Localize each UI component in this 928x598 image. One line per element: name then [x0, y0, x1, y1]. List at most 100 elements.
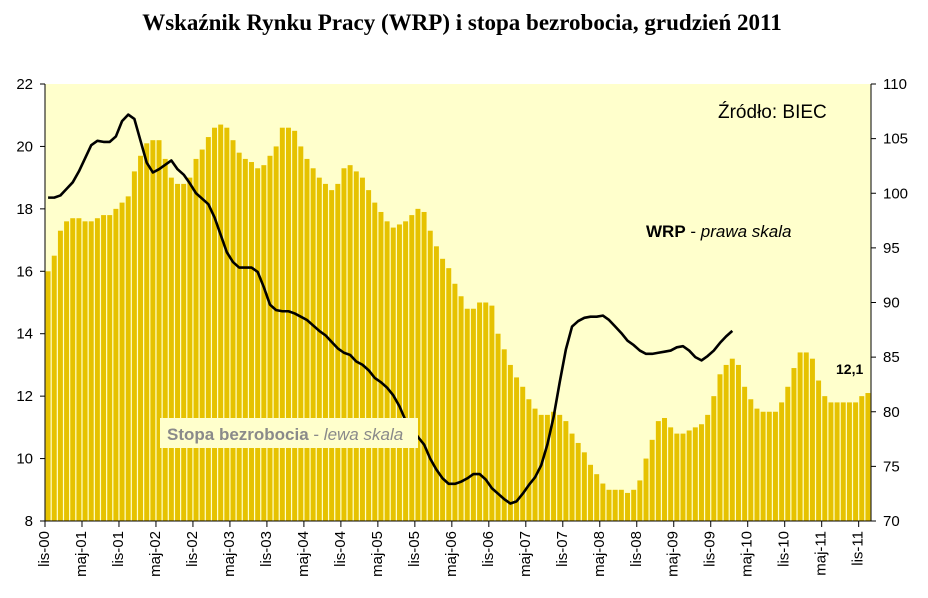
- unemployment-bar: [378, 211, 384, 522]
- x-tick-label: lis-01: [110, 531, 127, 567]
- unemployment-bar: [643, 458, 649, 521]
- unemployment-bar: [242, 158, 248, 521]
- right-tick-label: 70: [883, 513, 900, 530]
- unemployment-bar: [119, 202, 125, 522]
- unemployment-bar: [668, 427, 674, 521]
- unemployment-bar: [88, 221, 94, 521]
- unemployment-bar: [797, 352, 803, 521]
- unemployment-bar: [779, 402, 785, 521]
- unemployment-bar: [45, 271, 51, 521]
- unemployment-bar: [834, 402, 840, 521]
- right-tick-label: 105: [883, 131, 908, 148]
- x-tick-label: lis-02: [184, 531, 201, 567]
- unemployment-bar: [846, 402, 852, 521]
- unemployment-bar: [347, 165, 353, 521]
- unemployment-bar: [754, 408, 760, 521]
- unemployment-bar: [224, 127, 230, 521]
- unemployment-bars: [45, 124, 871, 522]
- unemployment-bar: [255, 168, 261, 521]
- unemployment-bar: [199, 149, 205, 522]
- unemployment-bar: [131, 171, 137, 521]
- unemployment-bar: [292, 130, 298, 521]
- unemployment-bar: [865, 393, 871, 521]
- left-tick-label: 8: [25, 513, 33, 530]
- unemployment-bar: [353, 171, 359, 521]
- unemployment-bar: [249, 162, 254, 522]
- unemployment-bar: [384, 221, 390, 521]
- unemployment-bar: [107, 215, 113, 521]
- unemployment-bar: [575, 442, 581, 521]
- unemployment-bar: [175, 183, 181, 521]
- unemployment-bar: [273, 146, 279, 521]
- unemployment-bar: [187, 177, 193, 521]
- right-tick-label: 85: [883, 349, 900, 366]
- x-tick-label: lis-05: [406, 531, 423, 567]
- x-tick-label: lis-10: [776, 531, 793, 567]
- unemployment-bar: [433, 246, 439, 521]
- right-tick-label: 90: [883, 295, 900, 312]
- left-tick-label: 22: [16, 76, 33, 93]
- unemployment-bar: [606, 489, 612, 521]
- x-tick-label: lis-00: [36, 531, 53, 567]
- unemployment-bar: [310, 168, 316, 521]
- right-tick-label: 80: [883, 404, 900, 421]
- unemployment-bar: [489, 305, 495, 521]
- unemployment-bar: [816, 380, 822, 521]
- unemployment-bar: [495, 333, 501, 521]
- unemployment-label-main: Stopa bezrobocia: [167, 425, 309, 444]
- unemployment-bar: [766, 411, 772, 521]
- unemployment-bar: [94, 218, 100, 521]
- unemployment-bar: [483, 302, 489, 521]
- unemployment-bar: [446, 268, 452, 521]
- x-tick-label: lis-04: [332, 531, 349, 567]
- unemployment-bar: [514, 377, 520, 521]
- unemployment-bar: [501, 349, 507, 521]
- unemployment-bar: [569, 433, 575, 521]
- unemployment-bar: [427, 230, 433, 521]
- unemployment-bar: [261, 165, 267, 521]
- x-tick-label: maj-03: [221, 531, 238, 577]
- unemployment-bar: [594, 474, 600, 521]
- left-tick-label: 20: [16, 138, 33, 155]
- unemployment-bar: [440, 258, 446, 521]
- unemployment-bar: [791, 368, 797, 521]
- unemployment-bar: [717, 374, 723, 521]
- x-tick-label: maj-01: [73, 531, 90, 577]
- unemployment-bar: [822, 396, 828, 521]
- x-tick-label: maj-11: [813, 531, 830, 576]
- unemployment-bar: [51, 255, 57, 521]
- right-tick-label: 95: [883, 240, 900, 257]
- unemployment-bar: [563, 421, 569, 521]
- unemployment-bar: [329, 190, 335, 521]
- unemployment-bar: [803, 352, 809, 521]
- unemployment-bar: [304, 158, 310, 521]
- unemployment-bar: [458, 296, 464, 521]
- unemployment-bar: [853, 402, 859, 521]
- wrp-label-main: WRP: [646, 222, 686, 241]
- unemployment-bar: [181, 183, 187, 521]
- unemployment-bar: [711, 396, 717, 521]
- unemployment-bar: [113, 208, 119, 522]
- unemployment-bar: [101, 215, 107, 521]
- unemployment-bar: [70, 218, 76, 521]
- left-tick-label: 10: [16, 451, 33, 468]
- unemployment-bar: [464, 308, 470, 521]
- unemployment-bar: [390, 227, 396, 521]
- x-tick-label: lis-09: [702, 531, 719, 567]
- left-tick-label: 12: [16, 388, 33, 405]
- unemployment-bar: [218, 124, 224, 521]
- unemployment-bar: [477, 302, 483, 521]
- unemployment-bar: [470, 308, 476, 521]
- unemployment-bar: [742, 386, 748, 521]
- x-tick-label: maj-02: [147, 531, 164, 577]
- unemployment-bar: [335, 183, 341, 521]
- left-axis: 8 10 12 14 16 18 20 22: [16, 76, 45, 530]
- x-tick-label: maj-05: [369, 531, 386, 577]
- x-axis: lis-00 maj-01 lis-01 maj-02 lis-02 maj-03 lis-…: [36, 521, 867, 577]
- unemployment-bar: [785, 386, 791, 521]
- unemployment-bar: [840, 402, 846, 521]
- source-note: Źródło: BIEC: [718, 102, 827, 123]
- unemployment-bar: [828, 402, 834, 521]
- unemployment-bar: [298, 146, 304, 521]
- unemployment-bar: [230, 140, 236, 521]
